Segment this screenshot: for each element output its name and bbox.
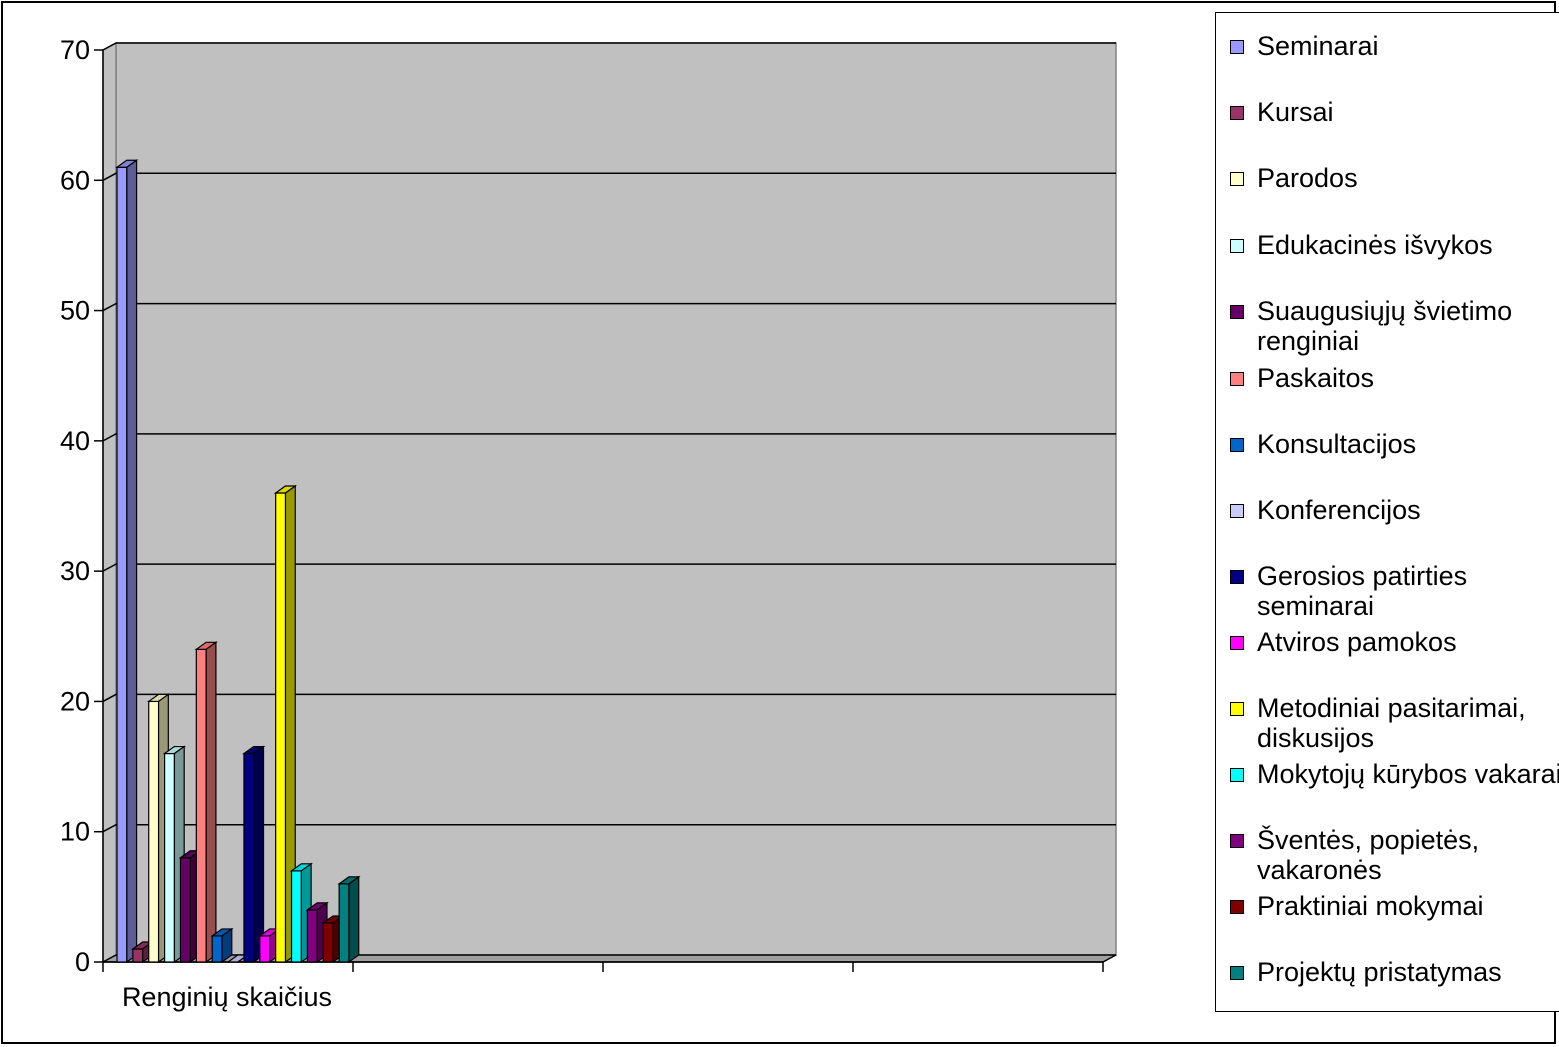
bar <box>164 752 176 963</box>
y-tick-label: 20 <box>60 686 90 716</box>
y-tick-label: 0 <box>75 947 90 977</box>
bar-side <box>126 159 138 964</box>
legend-label: Praktiniai mokymai <box>1257 891 1484 921</box>
legend-swatch <box>1230 570 1244 584</box>
legend-label: Šventės, popietės, vakaronės <box>1257 825 1480 885</box>
gridline <box>102 302 1116 312</box>
bar-side <box>221 927 233 964</box>
bar <box>211 935 223 963</box>
legend-swatch <box>1230 106 1244 120</box>
bar <box>148 700 160 963</box>
plot-side-wall <box>102 41 117 964</box>
bar-side <box>253 745 265 964</box>
legend-swatch <box>1230 966 1244 980</box>
legend-swatch <box>1230 239 1244 253</box>
legend-label: Konsultacijos <box>1257 429 1417 459</box>
legend-swatch <box>1230 504 1244 518</box>
legend-label: Metodiniai pasitarimai, diskusijos <box>1257 693 1526 753</box>
y-tick-label: 10 <box>60 817 90 847</box>
y-tick-label: 30 <box>60 556 90 586</box>
chart-legend: Seminarai Kursai Parodos Edukacinės išvykos… <box>1215 12 1559 1012</box>
bar-side <box>205 641 217 964</box>
bar <box>132 948 144 963</box>
y-tick-label: 40 <box>60 426 90 456</box>
bar <box>275 492 287 963</box>
legend-label: Paskaitos <box>1257 363 1375 393</box>
y-tick-label: 60 <box>60 165 90 195</box>
legend-swatch <box>1230 172 1244 186</box>
legend-label: Kursai <box>1257 97 1334 127</box>
legend-swatch <box>1230 900 1244 914</box>
legend-label: Projektų pristatymas <box>1257 957 1502 987</box>
legend-label: Gerosios patirties seminarai <box>1257 561 1468 621</box>
bar <box>195 648 207 963</box>
bar <box>243 752 255 963</box>
bar <box>179 857 191 963</box>
legend-swatch <box>1230 40 1244 54</box>
gridline <box>102 693 1116 703</box>
bar <box>259 935 271 963</box>
bar <box>116 166 128 963</box>
legend-label: Mokytojų kūrybos vakarai <box>1257 759 1559 789</box>
gridline <box>102 823 1116 833</box>
y-tick-label: 50 <box>60 296 90 326</box>
legend-label: Seminarai <box>1257 31 1379 61</box>
legend-label: Parodos <box>1257 163 1358 193</box>
legend-swatch <box>1230 372 1244 386</box>
gridline <box>102 172 1116 181</box>
legend-swatch <box>1230 768 1244 782</box>
bar <box>338 883 350 963</box>
bar <box>306 909 318 963</box>
legend-swatch <box>1230 702 1244 716</box>
legend-label: Edukacinės išvykos <box>1257 230 1493 260</box>
bar <box>290 870 302 963</box>
legend-swatch <box>1230 438 1244 452</box>
gridline <box>102 433 1116 442</box>
x-category-label: Renginių skaičius <box>122 982 332 1012</box>
legend-label: Suaugusiųjų švietimo renginiai <box>1257 296 1513 356</box>
legend-label: Konferencijos <box>1257 495 1421 525</box>
bar-side <box>348 875 360 964</box>
legend-swatch <box>1230 305 1244 319</box>
bar <box>322 922 334 963</box>
plot-back-wall <box>115 42 1117 956</box>
legend-label: Atviros pamokos <box>1257 627 1457 657</box>
legend-swatch <box>1230 834 1244 848</box>
gridline <box>102 42 1116 51</box>
legend-swatch <box>1230 636 1244 650</box>
y-tick-label: 70 <box>60 35 90 65</box>
gridline <box>102 563 1116 572</box>
